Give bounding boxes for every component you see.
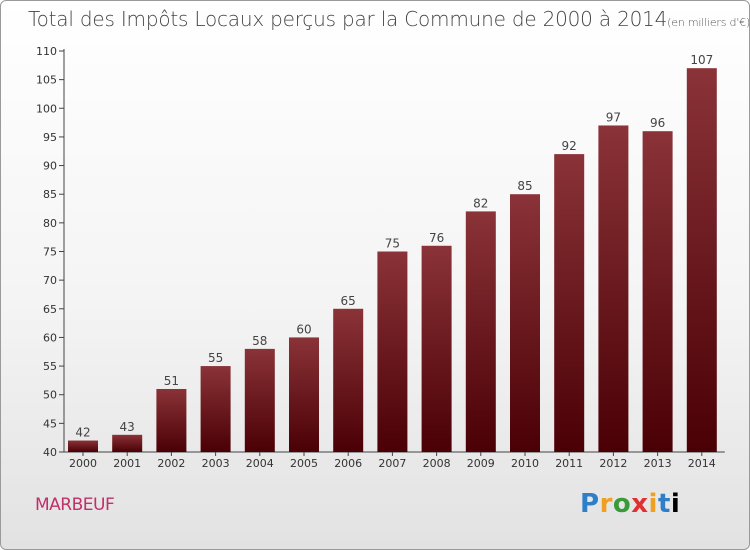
bar: [421, 245, 452, 452]
y-tick-label: 105: [36, 74, 57, 87]
y-tick-label: 70: [43, 274, 57, 287]
x-tick-label: 2007: [378, 457, 406, 470]
logo-letter: i: [648, 489, 658, 519]
bar: [156, 388, 187, 452]
data-label: 76: [429, 231, 444, 245]
proxiti-logo: Proxiti: [580, 489, 680, 519]
bar: [377, 251, 408, 452]
bar: [465, 211, 496, 452]
logo-letter: t: [657, 489, 671, 519]
y-tick-label: 45: [43, 417, 57, 430]
x-tick-label: 2005: [290, 457, 318, 470]
bar: [686, 68, 717, 452]
bar: [333, 308, 364, 452]
x-tick-label: 2000: [69, 457, 97, 470]
x-tick-label: 2014: [688, 457, 716, 470]
x-tick-label: 2003: [202, 457, 230, 470]
chart-title: Total des Impôts Locaux perçus par la Co…: [28, 7, 750, 31]
logo-letter: r: [599, 489, 613, 519]
bar: [112, 434, 143, 452]
y-tick-label: 85: [43, 188, 57, 201]
bar: [642, 131, 673, 452]
logo-letter: o: [612, 489, 632, 519]
x-tick-label: 2012: [599, 457, 627, 470]
x-tick-label: 2004: [246, 457, 274, 470]
y-tick-label: 55: [43, 360, 57, 373]
data-label: 43: [120, 420, 135, 434]
x-tick-label: 2008: [423, 457, 451, 470]
bar: [200, 366, 231, 452]
y-tick-label: 100: [36, 102, 57, 115]
data-label: 75: [385, 237, 400, 251]
data-label: 107: [690, 53, 713, 67]
bar: [289, 337, 319, 452]
y-tick-label: 40: [43, 446, 57, 459]
x-tick-label: 2001: [113, 457, 141, 470]
y-tick-label: 65: [43, 303, 57, 316]
bar: [554, 154, 585, 452]
data-label: 92: [562, 139, 577, 153]
x-tick-label: 2006: [334, 457, 362, 470]
data-label: 58: [252, 334, 267, 348]
logo-letter: P: [580, 489, 600, 519]
bar: [598, 125, 629, 452]
data-label: 85: [517, 179, 532, 193]
y-tick-label: 80: [43, 217, 57, 230]
bar: [510, 194, 540, 452]
bar: [68, 440, 98, 452]
y-tick-label: 75: [43, 246, 57, 259]
data-label: 82: [473, 196, 488, 210]
data-label: 65: [341, 294, 356, 308]
x-tick-label: 2009: [467, 457, 495, 470]
x-tick-label: 2002: [157, 457, 185, 470]
x-tick-label: 2010: [511, 457, 539, 470]
data-label: 96: [650, 116, 665, 130]
unit-label: (en milliers d'€): [667, 16, 750, 29]
data-label: 97: [606, 110, 621, 124]
logo-letter: x: [631, 489, 649, 519]
y-tick-label: 50: [43, 389, 57, 402]
data-label: 42: [75, 426, 90, 440]
logo-letter: i: [670, 489, 681, 519]
y-tick-label: 60: [43, 331, 57, 344]
title-text: Total des Impôts Locaux perçus par la Co…: [28, 7, 668, 31]
x-tick-label: 2011: [555, 457, 583, 470]
bar: [244, 348, 275, 452]
x-tick-label: 2013: [644, 457, 672, 470]
y-tick-label: 95: [43, 131, 57, 144]
data-label: 51: [164, 374, 179, 388]
data-label: 60: [296, 322, 311, 336]
data-label: 55: [208, 351, 223, 365]
y-tick-label: 90: [43, 160, 57, 173]
y-tick-label: 110: [36, 45, 57, 58]
commune-name: MARBEUF: [35, 495, 115, 515]
